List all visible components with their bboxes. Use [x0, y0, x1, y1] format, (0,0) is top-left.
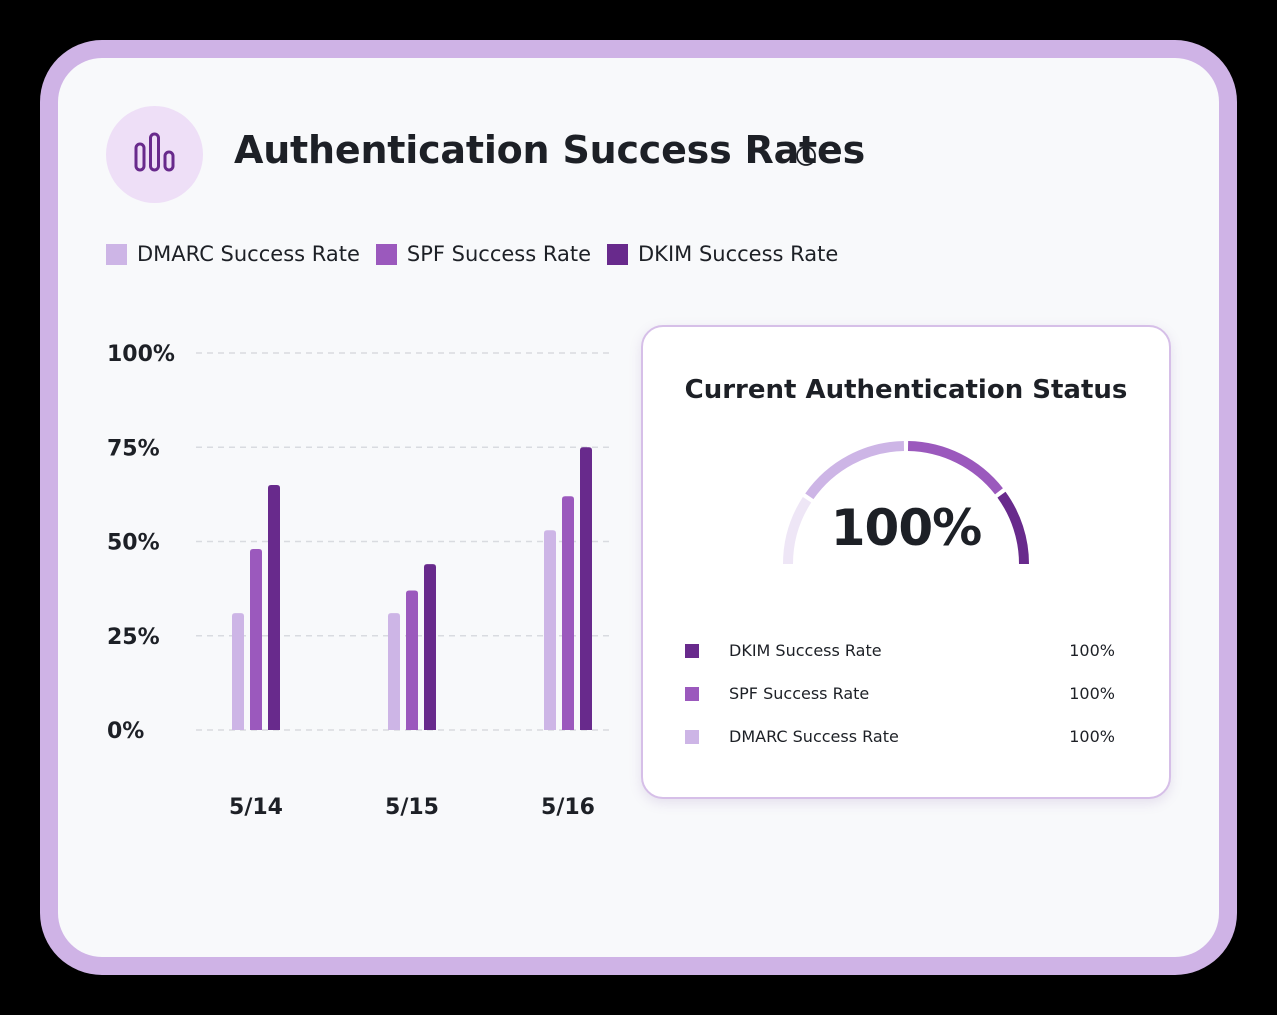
status-label: SPF Success Rate — [729, 684, 870, 703]
status-swatch-dmarc — [685, 730, 699, 744]
y-tick-label: 75% — [107, 436, 160, 461]
status-card: Current Authentication Status 100% DKIM … — [641, 325, 1171, 799]
status-row-spf: SPF Success Rate 100% — [685, 682, 1115, 706]
bar-dkim-5-15[interactable] — [424, 564, 436, 730]
y-tick-label: 100% — [107, 342, 175, 367]
status-title: Current Authentication Status — [684, 375, 1128, 405]
legend-item-dkim[interactable]: DKIM Success Rate — [607, 242, 838, 266]
bar-dkim-5-14[interactable] — [268, 484, 280, 730]
legend-swatch-spf — [375, 243, 397, 265]
legend-label: DMARC Success Rate — [137, 242, 360, 266]
gauge-segment-dkim — [997, 491, 1029, 565]
status-gauge — [783, 441, 1029, 565]
gauge-segment-spf — [907, 441, 1003, 495]
status-swatch-dkim — [685, 644, 699, 658]
status-row-dmarc: DMARC Success Rate 100% — [685, 725, 1115, 749]
bar-dmarc-5-14[interactable] — [232, 613, 244, 730]
status-swatch-spf — [685, 687, 699, 701]
legend-item-spf[interactable]: SPF Success Rate — [375, 242, 592, 266]
chart-legend: DMARC Success Rate SPF Success Rate DKIM… — [106, 242, 854, 266]
x-tick-label: 5/16 — [541, 795, 595, 820]
legend-swatch-dkim — [607, 243, 629, 265]
bar-dmarc-5-16[interactable] — [544, 530, 556, 730]
y-tick-label: 25% — [107, 625, 160, 650]
gauge-value: 100% — [830, 499, 982, 557]
y-tick-label: 50% — [107, 531, 160, 556]
gauge-track-segment — [783, 497, 812, 565]
x-tick-label: 5/15 — [385, 795, 439, 820]
status-value: 100% — [1069, 684, 1115, 703]
bar-spf-5-14[interactable] — [250, 549, 262, 730]
status-row-dkim: DKIM Success Rate 100% — [685, 639, 1115, 663]
x-tick-label: 5/14 — [229, 795, 283, 820]
bar-spf-5-16[interactable] — [562, 496, 574, 730]
bar-chart-icon — [106, 106, 203, 203]
legend-item-dmarc[interactable]: DMARC Success Rate — [106, 242, 360, 266]
gauge-segment-dmarc — [805, 441, 905, 500]
status-value: 100% — [1069, 727, 1115, 746]
y-tick-label: 0% — [107, 719, 144, 744]
bar-dmarc-5-15[interactable] — [388, 613, 400, 730]
legend-swatch-dmarc — [106, 243, 127, 265]
legend-label: SPF Success Rate — [406, 242, 592, 266]
status-label: DKIM Success Rate — [729, 641, 882, 660]
legend-label: DKIM Success Rate — [638, 242, 839, 266]
info-icon[interactable] — [795, 145, 817, 171]
status-label: DMARC Success Rate — [729, 727, 899, 746]
bar-chart: 0% 25% 50% 75% 100% 5/14 5/15 5/16 — [107, 342, 610, 820]
page-title: Authentication Success Rates — [234, 128, 866, 172]
bar-spf-5-15[interactable] — [406, 590, 418, 730]
status-value: 100% — [1069, 641, 1115, 660]
bar-dkim-5-16[interactable] — [580, 447, 592, 730]
